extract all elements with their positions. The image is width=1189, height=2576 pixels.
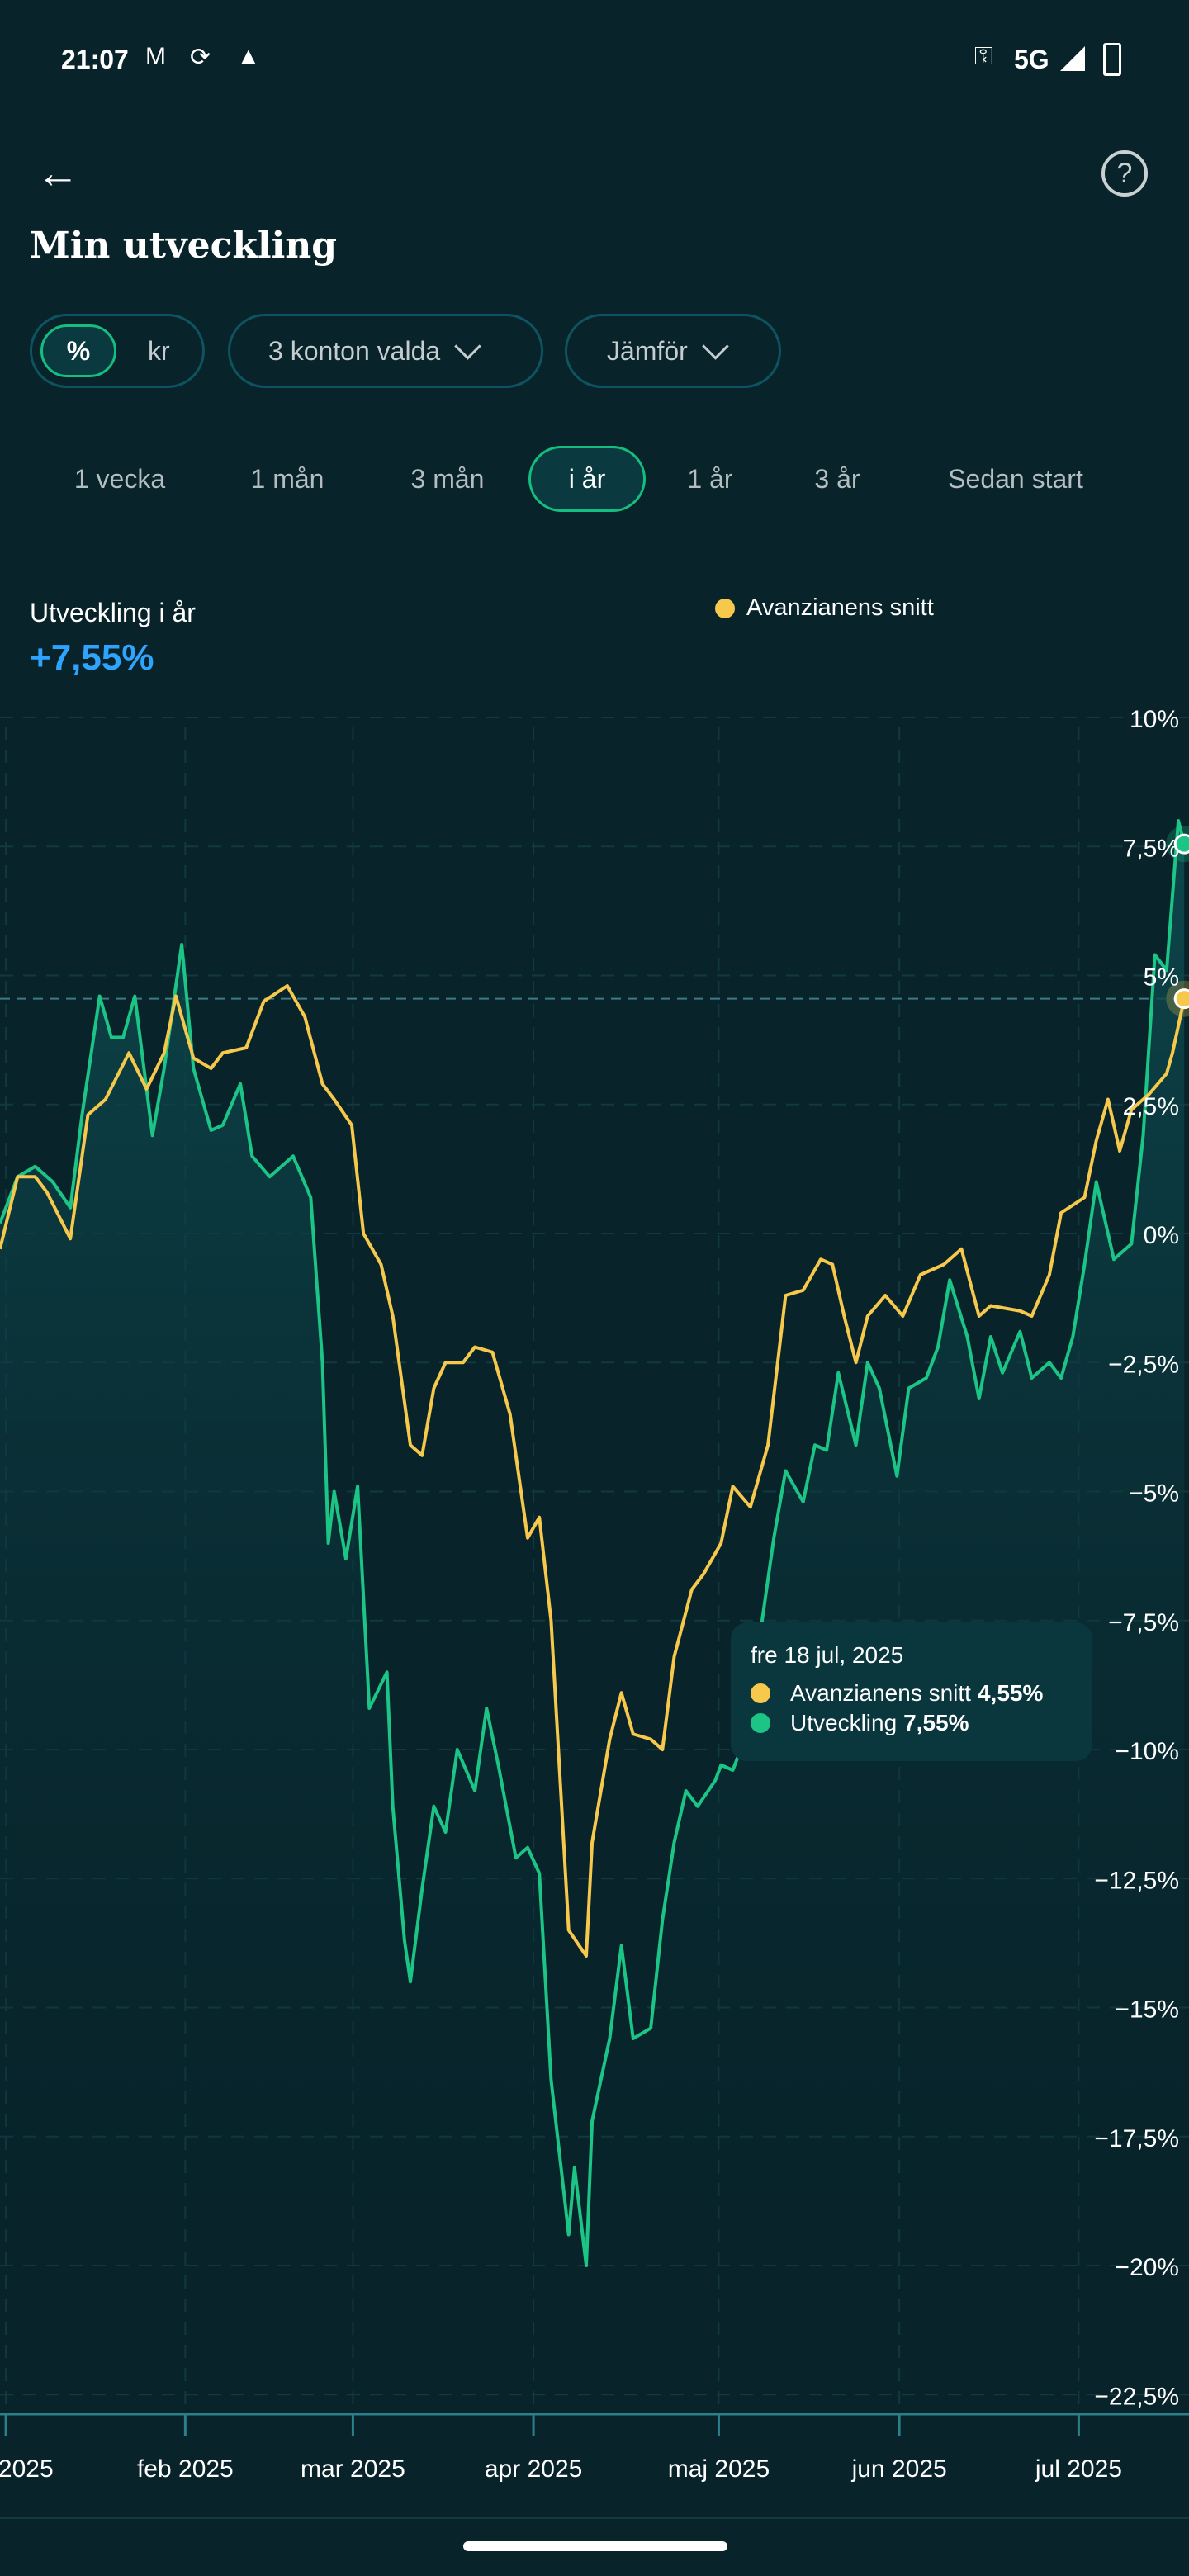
accounts-dropdown[interactable]: 3 konton valda [228,314,543,388]
home-indicator[interactable] [463,2541,727,2551]
y-tick-label: 7,5% [1123,835,1179,862]
tooltip-label-snitt: Avanzianens snitt [790,1680,971,1706]
series-line-snitt [0,984,1187,1958]
y-tick-label: −7,5% [1108,1609,1179,1636]
network-type: 5G [1014,45,1049,74]
status-time: 21:07 [61,45,129,74]
unit-kr-option[interactable]: kr [148,335,170,366]
period-tab-1-man[interactable]: 1 mån [250,464,324,494]
legend-dot-snitt [715,598,735,618]
help-button[interactable]: ? [1101,150,1148,197]
x-tick-label: mar 2025 [301,2455,405,2483]
x-tick-label: maj 2025 [668,2455,770,2483]
chart-legend: Avanzianens snitt [715,594,934,622]
utveckling-area [0,821,1185,2414]
period-tab-1-ar[interactable]: 1 år [687,464,733,494]
question-circle-icon: ? [1116,158,1133,189]
x-tick-label: jul 2025 [1035,2455,1122,2483]
tooltip-label-utveckling: Utveckling [790,1710,898,1735]
gmail-icon: M [145,43,166,70]
y-tick-label: −17,5% [1094,2125,1179,2152]
x-tick-label: apr 2025 [485,2455,582,2483]
sync-icon: ⟳ [190,44,211,71]
y-tick-label: 0% [1144,1222,1179,1249]
y-tick-label: −15% [1115,1996,1179,2024]
tooltip-date: fre 18 jul, 2025 [751,1642,904,1668]
period-tab-i-ar[interactable]: i år [528,446,646,512]
battery-charging-icon [1103,43,1121,76]
period-tab-sedan-start[interactable]: Sedan start [948,464,1083,494]
tooltip-dot-utveckling [751,1713,770,1733]
page-title: Min utveckling [30,225,338,267]
unit-percent-option[interactable]: % [40,324,116,377]
back-button[interactable]: ← [36,147,89,200]
y-tick-label: 5% [1144,964,1179,992]
x-tick-label: jan 2025 [0,2455,54,2483]
period-tab-3-ar[interactable]: 3 år [814,464,860,494]
y-tick-label: −22,5% [1094,2383,1179,2410]
summary-label: Utveckling i år [30,598,196,627]
x-tick-label: jun 2025 [851,2455,947,2483]
compare-dropdown[interactable]: Jämför [565,314,781,388]
vpn-mountain-icon: ▲ [236,43,261,70]
y-tick-label: 10% [1130,706,1179,733]
tooltip-dot-snitt [751,1683,770,1703]
accounts-label: 3 konton valda [268,335,441,366]
signal-icon [1060,46,1085,71]
period-tab-3-man[interactable]: 3 mån [410,464,485,494]
legend-label: Avanzianens snitt [746,594,934,621]
series-line-utveckling [0,819,1187,2267]
status-bar: 21:07 M ⟳ ▲ ⚿ 5G [0,40,1189,81]
x-tick-label: feb 2025 [137,2455,234,2483]
tooltip-value-utveckling: 7,55% [903,1710,969,1735]
y-tick-label: −12,5% [1094,1867,1179,1894]
y-tick-label: 2,5% [1123,1093,1179,1120]
y-tick-label: −5% [1129,1480,1179,1508]
y-tick-label: −20% [1115,2254,1179,2281]
y-tick-label: −2,5% [1108,1351,1179,1378]
y-tick-label: −10% [1115,1738,1179,1765]
end-point-marker [1173,833,1189,855]
arrow-left-icon: ← [36,149,79,197]
compare-label: Jämför [607,335,688,366]
period-tab-1-vecka[interactable]: 1 vecka [73,464,166,494]
tooltip-value-snitt: 4,55% [977,1680,1044,1706]
key-icon: ⚿ [974,43,993,70]
chart-tooltip: fre 18 jul, 2025 Avanzianens snitt 4,55% … [731,1622,1092,1761]
unit-toggle[interactable]: % kr [30,314,205,388]
end-point-marker [1173,988,1189,1010]
summary-value: +7,55% [30,637,154,678]
